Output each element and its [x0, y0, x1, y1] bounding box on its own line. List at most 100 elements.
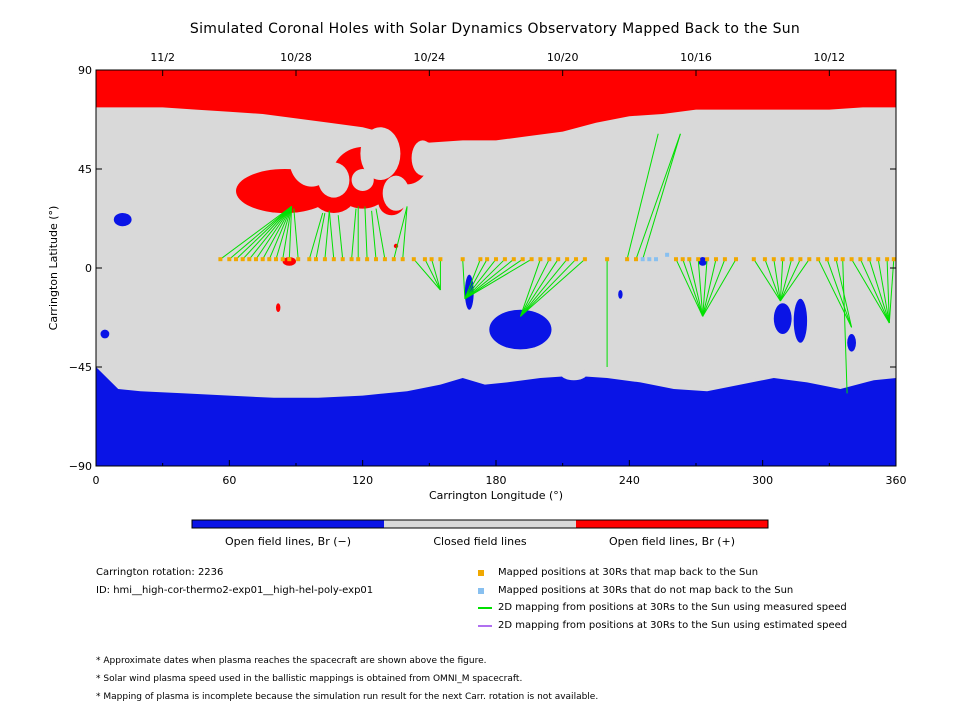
mapped-position-point [227, 257, 232, 262]
positive-coronal-hole-patch [276, 303, 281, 312]
y-tick-label: −90 [69, 460, 92, 473]
footnote-speed-source: * Solar wind plasma speed used in the ba… [96, 674, 523, 684]
closed-field-island [469, 353, 523, 376]
mapped-position-point [680, 257, 685, 262]
mapped-position-point [460, 257, 465, 262]
mapped-position-point [605, 257, 610, 262]
mapping-line-measured [315, 212, 326, 260]
mapped-position-point [705, 257, 710, 262]
mapping-line-measured [877, 259, 890, 324]
negative-coronal-hole-patch [847, 334, 856, 352]
footnote-incomplete: * Mapping of plasma is incomplete becaus… [96, 692, 599, 702]
mapping-line-measured [842, 259, 848, 394]
mapping-line-measured [268, 206, 293, 260]
mapping-line-measured [817, 258, 853, 328]
mapped-position-point [400, 257, 405, 262]
mapped-position-point [762, 257, 767, 262]
mapping-line-measured [859, 258, 890, 324]
x-tick-label: 360 [886, 474, 907, 487]
mapped-position-point [234, 257, 238, 262]
mapping-line-measured [402, 206, 408, 260]
mapping-line-measured [255, 206, 293, 260]
mapped-position-point [391, 257, 396, 262]
north-polar-coronal-hole [96, 70, 896, 143]
closed-field-island [318, 162, 350, 198]
legend-label-measured-speed: 2D mapping from positions at 30Rs to the… [498, 602, 847, 613]
closed-field-island [351, 169, 374, 191]
mapping-line-measured [462, 259, 466, 299]
mapping-line-measured [851, 258, 890, 324]
mapped-position-point [789, 257, 794, 262]
mapping-line-measured [220, 205, 292, 260]
mapped-position-point [356, 257, 361, 262]
y-axis-title: Carrington Latitude (°) [47, 206, 60, 331]
mapping-line-measured [364, 206, 368, 260]
mapping-line-measured [626, 133, 659, 260]
mapped-position-point [520, 257, 525, 262]
closed-field-island [360, 127, 401, 180]
mapped-position-point [307, 257, 312, 262]
mapping-line-measured [519, 258, 550, 317]
mapping-line-measured [464, 258, 515, 300]
mapping-line-measured [293, 208, 299, 260]
mapped-position-point [365, 257, 370, 262]
mapped-position-point [867, 257, 872, 262]
mapped-position-point [556, 257, 561, 262]
mapping-line-measured [688, 259, 704, 317]
top-date-label: 10/24 [413, 51, 445, 64]
mapped-position-point [287, 257, 292, 262]
mapping-line-measured [288, 206, 293, 260]
footnote-dates: * Approximate dates when plasma reaches … [96, 656, 487, 666]
y-tick-label: 0 [85, 262, 92, 275]
mapped-position-point [485, 257, 490, 262]
mapped-position-point [254, 257, 258, 262]
mapping-line-measured [520, 258, 568, 317]
mapped-position-point [807, 257, 812, 262]
south-polar-coronal-hole [96, 367, 896, 466]
mapped-position-point [274, 257, 278, 262]
mapping-line-measured [773, 259, 781, 302]
mapping-line-measured [464, 258, 488, 300]
mapping-line-measured [337, 215, 344, 260]
y-tick-label: 90 [78, 64, 92, 77]
unmapped-position-point [665, 252, 670, 257]
positive-coronal-hole-patch [282, 257, 296, 266]
mapping-line-measured [779, 258, 810, 302]
closed-field-island [560, 367, 588, 381]
mapped-position-point [849, 257, 854, 262]
mapping-line-measured [464, 259, 481, 299]
mapping-line-measured [779, 258, 801, 302]
legend-item-measured-speed: 2D mapping from positions at 30Rs to the… [478, 602, 847, 613]
carrington-rotation-text: Carrington rotation: 2236 [96, 567, 224, 578]
mapped-position-point [502, 257, 507, 262]
closed-field-island [382, 175, 410, 211]
mapped-position-point [296, 257, 301, 262]
mapping-line-measured [464, 258, 523, 300]
negative-coronal-hole-patch [489, 309, 552, 350]
mapped-position-point [438, 257, 443, 262]
mapped-position-point [696, 257, 701, 262]
mapped-position-point [382, 257, 387, 262]
mapped-position-point [260, 257, 265, 262]
legend-swatch-measured-speed [478, 606, 492, 609]
top-date-label: 10/20 [547, 51, 579, 64]
mapping-line-measured [702, 258, 737, 317]
mapped-position-point [722, 257, 727, 262]
negative-coronal-hole-patch [773, 303, 792, 334]
mapping-line-measured [868, 259, 890, 324]
x-tick-label: 240 [619, 474, 640, 487]
mapping-line-measured [520, 258, 577, 317]
mapped-position-point [771, 257, 776, 262]
mapped-position-point [834, 257, 838, 262]
mapping-line-measured [886, 259, 890, 324]
mapping-line-measured [519, 258, 559, 317]
mapping-line-measured [328, 210, 335, 260]
mapping-line-measured [242, 206, 292, 260]
x-tick-label: 60 [222, 474, 236, 487]
mapped-position-point [858, 257, 863, 262]
mapping-line-measured [375, 208, 386, 260]
top-date-label: 10/16 [680, 51, 712, 64]
negative-coronal-hole-patch [618, 290, 623, 299]
mapped-position-point [840, 257, 845, 262]
unmapped-position-point [647, 257, 652, 262]
